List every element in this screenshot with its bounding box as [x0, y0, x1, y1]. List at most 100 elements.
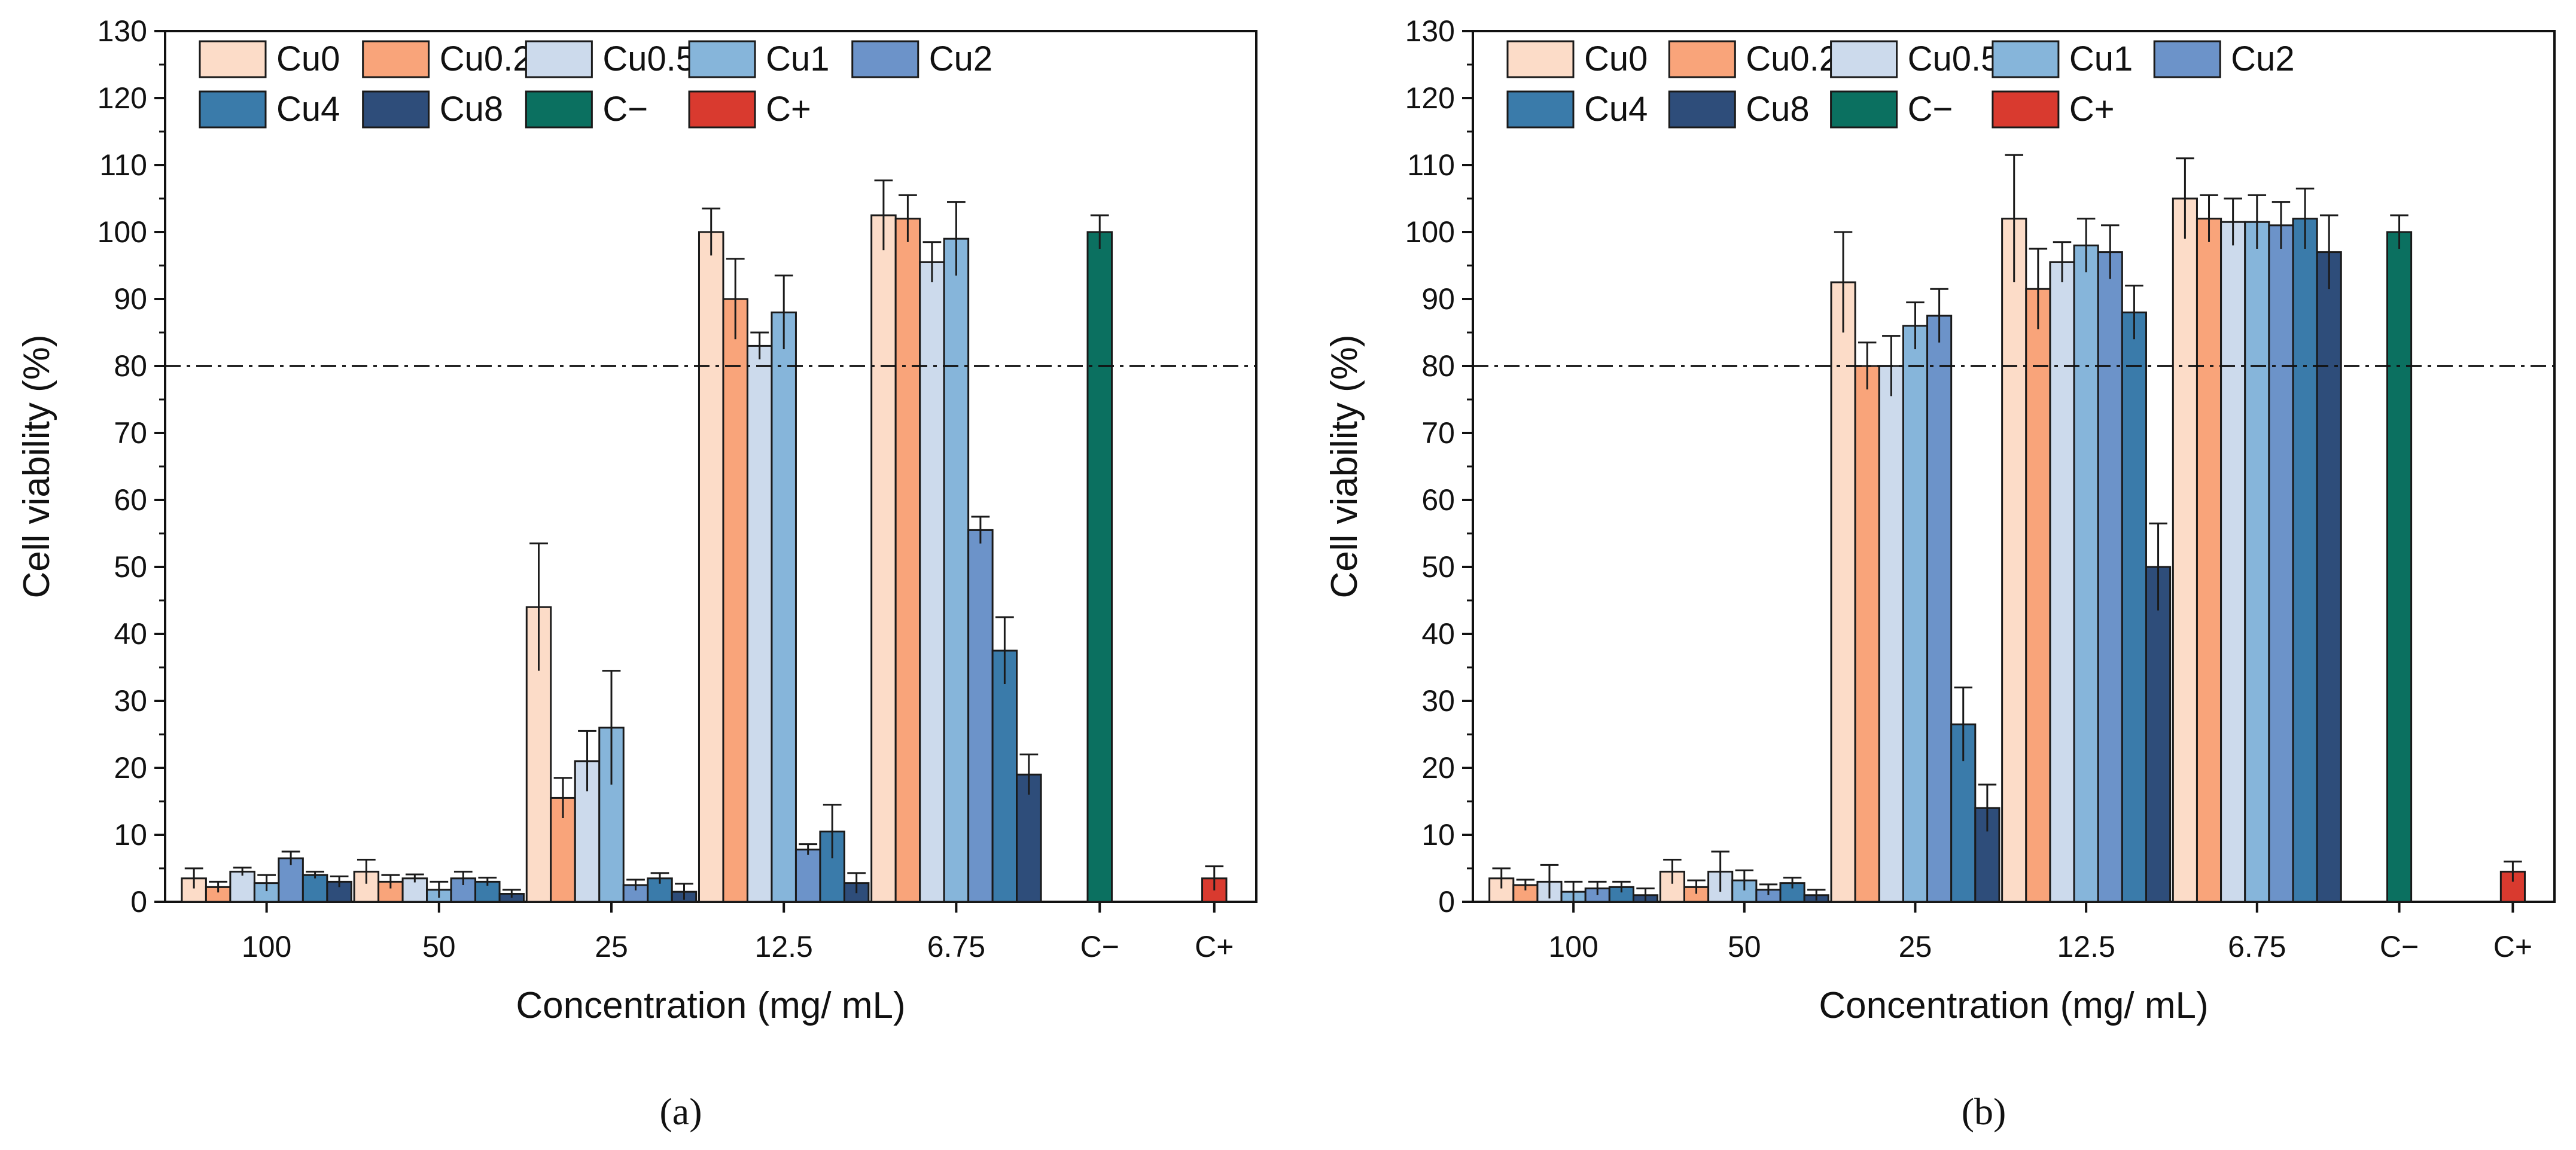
x-tick-label: 100 — [242, 930, 291, 963]
panel-label: (a) — [659, 1090, 702, 1133]
legend-swatch — [199, 40, 267, 78]
bar-cu1-6_75 — [943, 237, 970, 903]
legend-label: Cu0 — [1584, 39, 1648, 78]
x-tick-label: 100 — [1548, 930, 1598, 963]
legend-swatch — [1830, 90, 1898, 129]
bar-cu0_5-25 — [1878, 365, 1904, 903]
bar-cu4-100 — [1608, 886, 1634, 903]
legend-swatch — [1830, 40, 1898, 78]
x-tick-label: 6.75 — [2228, 930, 2286, 963]
legend-label: Cu1 — [766, 39, 829, 78]
y-tick-label: 50 — [114, 550, 147, 584]
y-tick-label: 20 — [1421, 751, 1455, 785]
legend-swatch — [1992, 90, 2060, 129]
bar-cu2-6_75 — [2268, 224, 2294, 903]
bar-cu0_25-25 — [1854, 365, 1880, 903]
bar-cu0_5-12_5 — [2049, 261, 2075, 903]
y-tick-label: 30 — [114, 684, 147, 718]
y-tick-label: 0 — [130, 885, 147, 919]
legend-swatch — [1992, 40, 2060, 78]
y-tick-label: 70 — [114, 416, 147, 450]
bar-cu8-6_75 — [1016, 773, 1042, 903]
y-tick-label: 40 — [1421, 617, 1455, 651]
bar-cu8-100 — [326, 880, 352, 903]
bar-cu0_5-12_5 — [746, 344, 773, 903]
bar-cu0-6_75 — [870, 214, 897, 903]
legend-swatch — [851, 40, 919, 78]
legend-swatch — [525, 90, 593, 129]
bar-cu0_25-12_5 — [722, 298, 748, 903]
bar-cu4-12_5 — [2121, 311, 2147, 903]
bar-cu0-12_5 — [2001, 218, 2027, 903]
bar-control-negative — [1086, 231, 1113, 903]
legend-label: Cu2 — [929, 39, 992, 78]
bar-cu0-25 — [1830, 281, 1856, 903]
bar-cu4-6_75 — [2292, 218, 2318, 903]
bar-cu1-6_75 — [2244, 221, 2270, 903]
bar-cu0_25-12_5 — [2025, 288, 2051, 903]
y-tick-label: 90 — [114, 282, 147, 316]
y-tick-label: 100 — [1405, 215, 1455, 249]
y-tick-label: 60 — [114, 483, 147, 517]
x-tick-label: 6.75 — [927, 930, 985, 963]
bar-cu2-6_75 — [967, 529, 994, 903]
x-tick-label: 12.5 — [2057, 930, 2115, 963]
chart-panel-b: 0 10 20 30 40 50 60 70 80 90 100 110 120 130 100 50 25 12… — [1324, 14, 2556, 1133]
legend-swatch — [199, 90, 267, 129]
legend-swatch — [362, 90, 430, 129]
bar-cu0_25-6_75 — [2196, 218, 2222, 903]
legend-label: Cu0 — [276, 39, 340, 78]
bar-cu0_5-6_75 — [2220, 221, 2246, 903]
legend-label: C− — [1908, 90, 1953, 129]
bar-cu2-12_5 — [794, 849, 821, 903]
x-axis-title: Concentration (mg/ mL) — [1819, 985, 2208, 1026]
panel-label: (b) — [1962, 1090, 2006, 1133]
x-tick-label: 25 — [1899, 930, 1932, 963]
x-tick-label: C+ — [1195, 930, 1234, 963]
y-tick-label: 90 — [1421, 282, 1455, 316]
x-axis-title: Concentration (mg/ mL) — [516, 985, 905, 1026]
y-tick-label: 80 — [114, 349, 147, 383]
x-tick-label: C+ — [2493, 930, 2532, 963]
x-tick-label: C− — [1080, 930, 1119, 963]
legend-swatch — [1668, 40, 1736, 78]
bar-cu1-12_5 — [2073, 244, 2099, 903]
bar-cu1-25 — [1902, 325, 1929, 903]
bar-cu8-6_75 — [2316, 251, 2342, 903]
x-tick-label: 50 — [422, 930, 456, 963]
bar-cu8-12_5 — [2145, 566, 2172, 903]
y-tick-label: 80 — [1421, 349, 1455, 383]
x-tick-label: 12.5 — [755, 930, 813, 963]
legend-label: Cu4 — [276, 90, 340, 129]
bar-cu1-12_5 — [771, 311, 797, 903]
x-tick-label: C− — [2380, 930, 2419, 963]
y-axis-title: Cell viability (%) — [16, 335, 57, 599]
bar-cu0_25-6_75 — [894, 218, 921, 903]
y-tick-label: 60 — [1421, 483, 1455, 517]
y-tick-label: 120 — [1405, 81, 1455, 115]
bar-cu4-25 — [647, 877, 673, 903]
bar-cu4-100 — [302, 874, 328, 903]
legend-swatch — [1506, 90, 1575, 129]
bar-cu0_5-100 — [229, 871, 255, 903]
legend-swatch — [688, 90, 756, 129]
y-tick-label: 20 — [114, 751, 147, 785]
bar-cu0_5-6_75 — [919, 261, 945, 903]
bar-cu2-25 — [1926, 315, 1953, 903]
y-axis-title: Cell viability (%) — [1324, 335, 1365, 599]
bar-control-negative — [2386, 231, 2413, 903]
legend-label: Cu8 — [1746, 90, 1809, 129]
legend-label: Cu1 — [2069, 39, 2133, 78]
bar-cu0-12_5 — [698, 231, 724, 903]
y-tick-label: 10 — [114, 818, 147, 852]
y-tick-label: 30 — [1421, 684, 1455, 718]
bar-cu4-6_75 — [991, 649, 1018, 903]
y-tick-label: 130 — [1405, 14, 1455, 48]
chart-panel-a: 0 10 20 30 40 50 60 70 80 90 100 110 120 130 100 50 25 12… — [16, 14, 1257, 1133]
y-tick-label: 0 — [1438, 885, 1455, 919]
y-tick-label: 40 — [114, 617, 147, 651]
legend-label: C+ — [766, 90, 811, 129]
y-tick-label: 100 — [98, 215, 147, 249]
bar-cu0-6_75 — [2172, 197, 2198, 903]
